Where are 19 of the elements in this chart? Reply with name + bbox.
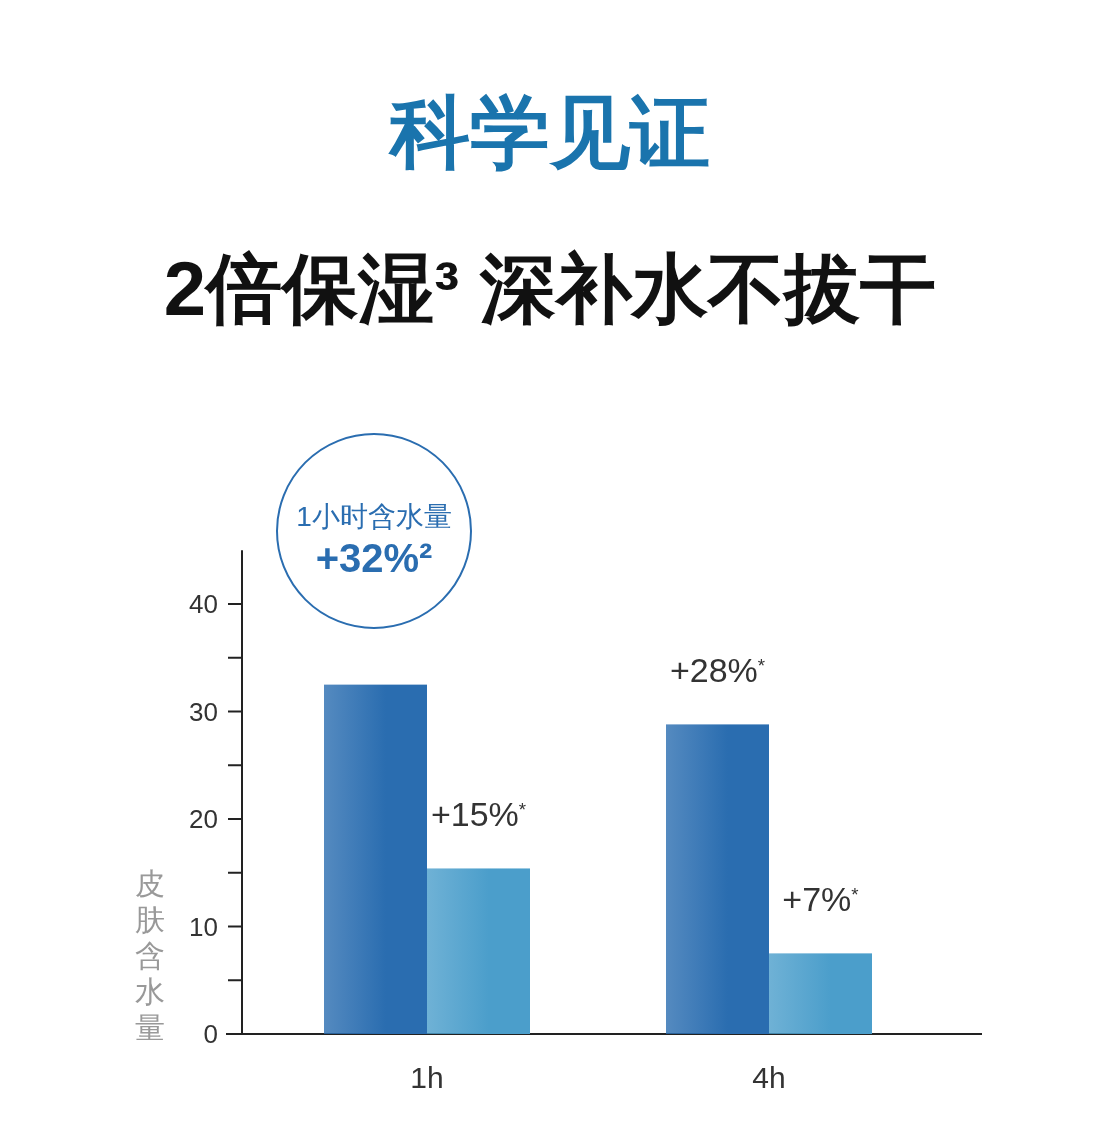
annotation: +32%² (315, 536, 433, 580)
bar (769, 953, 872, 1034)
chart-title: 科学见证 (388, 88, 710, 177)
y-tick-label: 40 (189, 589, 218, 619)
bar (324, 684, 427, 1034)
text: 1小时含水量 (296, 501, 452, 532)
y-tick-label: 20 (189, 804, 218, 834)
bar (666, 724, 769, 1034)
x-tick-label: 4h (752, 1061, 786, 1094)
y-tick-label: 30 (189, 696, 218, 727)
chart-subtitle: 2倍保湿³ 深补水不拔干 (163, 246, 937, 331)
annotation: +15%$^{*}$ (430, 795, 527, 834)
y-axis-title: 皮肤含水量 (135, 867, 165, 1044)
y-tick-label: 10 (189, 911, 218, 942)
bar (427, 868, 530, 1034)
x-tick-label: 1h (410, 1061, 444, 1094)
y-tick-label: 0 (203, 1019, 218, 1049)
annotation: +28%$^{*}$ (669, 651, 766, 690)
annotation: +7%$^{*}$ (782, 880, 859, 919)
